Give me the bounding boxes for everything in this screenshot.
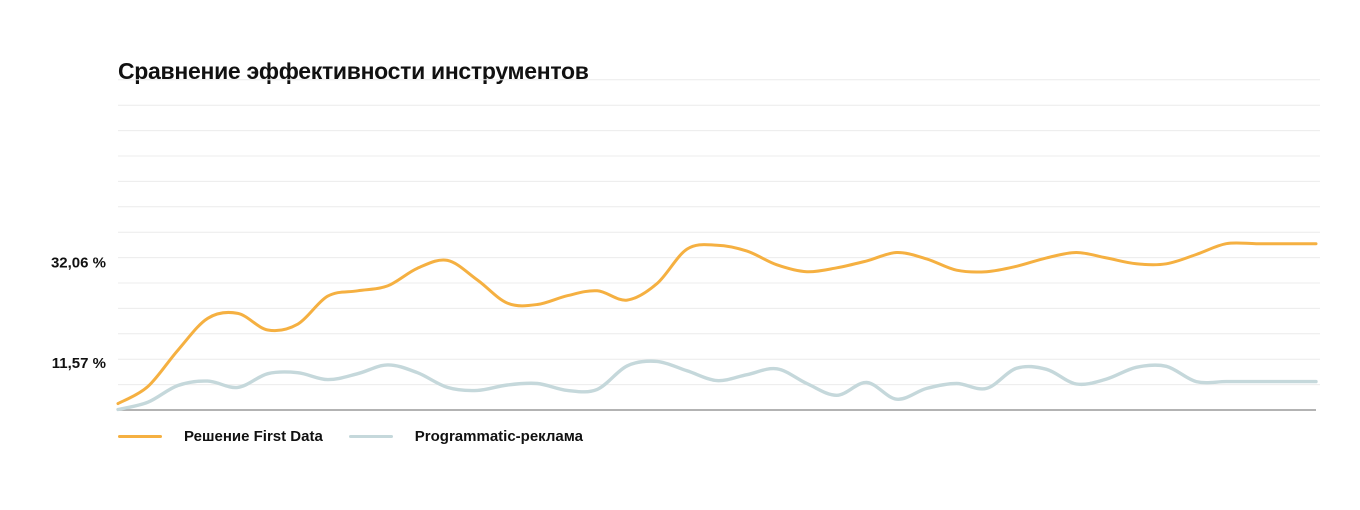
y-axis-ticks: 32,06 % 11,57 % bbox=[51, 255, 106, 373]
legend-label-first-data: Решение First Data bbox=[184, 428, 323, 445]
y-tick-label: 32,06 % bbox=[51, 255, 106, 272]
series-line-first-data bbox=[116, 241, 1318, 406]
legend-swatch-first-data bbox=[118, 435, 162, 438]
legend-item-programmatic: Programmatic-реклама bbox=[348, 428, 583, 445]
chart-legend: Решение First Data Programmatic-реклама bbox=[118, 428, 609, 445]
gridlines bbox=[118, 79, 1320, 386]
series-line-programmatic bbox=[116, 359, 1318, 412]
series-lines bbox=[116, 241, 1318, 412]
y-tick-label: 11,57 % bbox=[52, 355, 106, 372]
legend-label-programmatic: Programmatic-реклама bbox=[414, 428, 583, 445]
legend-item-first-data: Решение First Data bbox=[118, 428, 323, 445]
legend-swatch-programmatic bbox=[348, 435, 393, 438]
